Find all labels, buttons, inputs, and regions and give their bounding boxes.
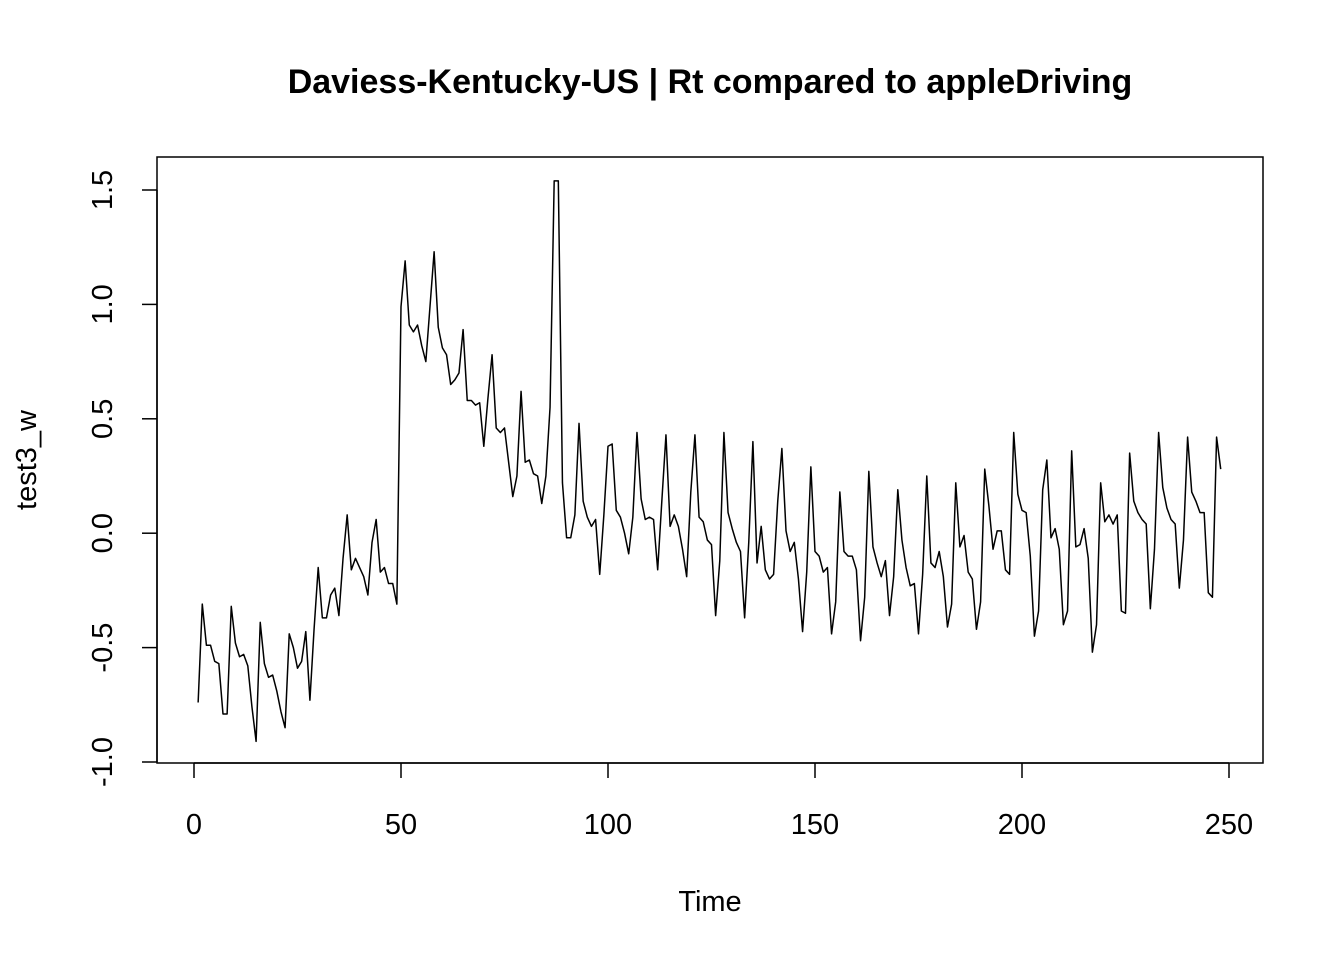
- x-tick-label: 100: [584, 809, 632, 841]
- y-axis-label: test3_w: [11, 409, 43, 510]
- x-axis-label: Time: [678, 886, 741, 918]
- x-tick-label: 0: [186, 809, 202, 841]
- y-tick-label: -0.5: [87, 623, 119, 673]
- y-tick-label: 1.0: [87, 284, 119, 324]
- chart-title: Daviess-Kentucky-US | Rt compared to app…: [288, 63, 1133, 101]
- y-tick-label: -1.0: [87, 737, 119, 787]
- y-axis: -1.0 -0.5 0.0 0.5 1.0 1.5: [87, 170, 158, 787]
- x-axis: 0 50 100 150 200 250: [186, 762, 1253, 841]
- x-tick-label: 250: [1205, 809, 1253, 841]
- x-tick-label: 50: [385, 809, 417, 841]
- plot-frame: [156, 156, 1264, 764]
- y-tick-label: 1.5: [87, 170, 119, 210]
- x-tick-label: 150: [791, 809, 839, 841]
- series-line: [197, 180, 1222, 743]
- x-tick-label: 200: [998, 809, 1046, 841]
- y-tick-label: 0.0: [87, 513, 119, 553]
- y-tick-label: 0.5: [87, 399, 119, 439]
